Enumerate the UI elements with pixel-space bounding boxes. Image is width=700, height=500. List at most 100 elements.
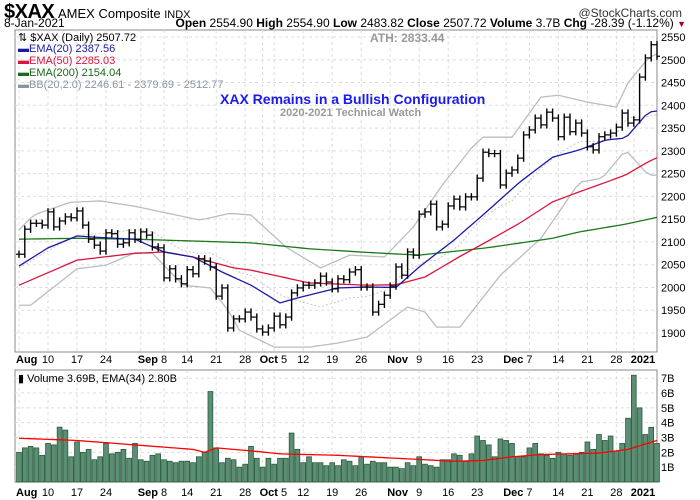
legend-bb-text: BB(20,2.0) 2246.61 - 2379.69 - 2512.77 [29,79,224,91]
volume-bar [515,456,521,483]
date-tick-label: 7 [526,354,532,366]
date-tick-label: 14 [552,354,564,366]
volume-bar [126,457,133,483]
volume-bar [85,448,92,483]
volume-bar [364,463,370,483]
date-tick-label: 12 [297,354,309,366]
date-tick-label: Sep [138,487,158,499]
volume-bar [62,429,69,483]
legend-volume-text: Volume 3.69B, EMA(34) 2.80B [27,373,177,385]
date-tick-label: Dec [503,354,523,366]
legend-ema20-text: EMA(20) 2387.56 [29,43,116,55]
security-type: INDX [164,9,191,21]
volume-bar [265,457,272,483]
legend-ema200-text: EMA(200) 2154.04 [29,67,122,79]
volume-bar [509,443,515,483]
date-tick-label: 5 [281,354,287,366]
down-arrow-icon: ▼ [677,19,686,29]
date-tick-label: Sep [138,354,158,366]
volume-tick-label: 3B [661,433,674,445]
date-tick-label: 5 [281,487,287,499]
volume-bar [219,462,225,483]
date-tick-label: 21 [210,354,222,366]
volume-bar [311,462,318,483]
volume-bar [230,459,237,483]
change-label: Chg [563,16,588,30]
volume-bar [143,460,150,483]
date-tick-label: 8 [161,354,167,366]
volume-bar [497,438,504,483]
volume-bar [358,456,364,483]
volume-bar [654,443,660,483]
volume-bar [538,453,544,483]
close-value: 2507.72 [443,16,487,30]
volume-bar [207,391,214,483]
volume-bar [648,426,654,483]
volume-bar [184,460,191,483]
volume-bar [485,444,492,483]
price-tick-label: 2500 [661,55,685,67]
date-tick-label: 16 [442,487,454,499]
bb-upper-line [18,53,658,269]
volume-bar [369,460,376,483]
volume-bar [282,457,289,483]
volume-bar [445,459,451,483]
security-name: AMEX Composite INDX [58,6,191,21]
volume-bar [590,448,596,483]
volume-bar [526,447,533,483]
price-tick-label: 2250 [661,169,685,181]
price-tick-label: 2450 [661,78,685,90]
date-tick-label: 24 [100,487,112,499]
close-label: Close [407,16,440,30]
low-value: 2483.82 [360,16,404,30]
volume-bar [68,456,75,483]
price-tick-label: 2350 [661,123,685,135]
volume-bar [248,446,254,483]
volume-bar [335,465,341,483]
volume-bar [427,465,434,483]
date-tick-label: 21 [581,487,593,499]
volume-bar [45,443,51,483]
volume-bar [271,463,277,483]
volume-bar [520,456,527,483]
open-label: Open [175,16,207,30]
date-tick-label: 14 [552,487,564,499]
volume-bar [631,374,637,483]
volume-tick-label: 5B [661,403,674,415]
volume-bar [596,434,602,483]
volume-bar [532,443,538,483]
legend-ema50: ▬EMA(50) 2285.03 [18,55,116,67]
date-tick-label: Aug [16,354,37,366]
volume-bar [306,456,312,483]
volume-bar [74,441,80,483]
chart-annotation-subtitle: 2020-2021 Technical Watch [280,107,422,119]
volume-bar [161,459,167,483]
volume-bar [491,456,498,483]
date-tick-label: Oct [260,487,279,499]
volume-bar [195,456,202,483]
legend-ema50-text: EMA(50) 2285.03 [29,55,116,67]
volume-bar [613,450,620,483]
volume-bar [51,444,57,483]
bb-lower-line [19,151,658,348]
price-tick-label: 2300 [661,146,685,158]
date-tick-label: 14 [181,354,193,366]
volume-bar [375,462,382,483]
date-tick-label: 10 [42,354,54,366]
security-name-text: AMEX Composite [58,6,161,21]
volume-bar [294,448,301,483]
volume-bar [242,463,249,483]
date-tick-label: 21 [210,487,222,499]
ath-annotation: ATH: 2833.44 [370,31,445,45]
price-tick-label: 2100 [661,237,685,249]
volume-tick-label: 7B [661,373,674,385]
volume-label: Volume [489,16,533,30]
volume-bar [404,462,411,483]
price-tick-label: 2550 [661,32,685,44]
volume-bar [619,443,625,483]
date-tick-label: 26 [355,487,367,499]
date-tick-label: 28 [610,354,622,366]
date-tick-label: 19 [326,354,338,366]
volume-bar [578,451,585,483]
